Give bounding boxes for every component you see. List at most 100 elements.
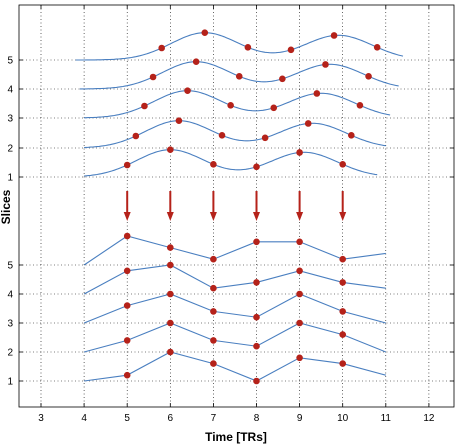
sampled-point [296, 290, 303, 298]
x-tick-label: 11 [381, 413, 392, 424]
signal-sample-point [313, 90, 321, 97]
sampled-line [83, 235, 386, 266]
sampled-point [210, 284, 217, 292]
sampled-point [253, 377, 260, 385]
y-ticks: 1 2 3 4 5 1 2 3 4 5 [7, 56, 454, 388]
sampled-point [123, 302, 131, 309]
markers [123, 29, 381, 385]
arrow-head [166, 212, 174, 221]
x-tick-label: 7 [211, 413, 217, 424]
signal-sample-point [192, 58, 200, 65]
sampled-point [167, 290, 174, 298]
x-ticks: 3 4 5 6 7 8 9 10 11 12 [38, 5, 435, 424]
signal-line [75, 32, 404, 61]
x-tick-label: 9 [297, 413, 303, 424]
sampled-line [83, 264, 386, 295]
signal-sample-point [244, 44, 252, 51]
sampled-point [296, 354, 303, 362]
signal-sample-point [287, 46, 295, 54]
sampled-point [123, 232, 131, 240]
arrow-head [209, 212, 217, 221]
sampled-point [167, 319, 174, 327]
plot-area [18, 4, 455, 408]
sampled-point [339, 279, 347, 286]
arrows [123, 191, 347, 221]
sampled-point [339, 255, 347, 263]
sampled-point [253, 313, 260, 321]
arrow-head [339, 212, 347, 221]
signal-sample-point [365, 73, 372, 80]
signal-sample-point [373, 44, 381, 51]
sampled-point [123, 371, 131, 379]
sampled-point [296, 238, 303, 246]
y-tick-label: 3 [7, 319, 13, 330]
x-tick-label: 10 [337, 413, 349, 424]
signal-sample-point [227, 102, 234, 109]
arrow-head [253, 212, 260, 221]
x-tick-label: 4 [81, 413, 87, 424]
sampled-point [167, 261, 174, 269]
y-tick-label: 4 [7, 290, 13, 301]
sampled-point [253, 238, 260, 246]
y-tick-label: 2 [7, 144, 13, 155]
sampled-line [83, 293, 386, 324]
arrow-head [296, 212, 304, 221]
sampled-point [296, 267, 303, 275]
signal-sample-point [270, 104, 278, 112]
sampled-point [253, 279, 260, 286]
x-tick-label: 6 [168, 413, 174, 424]
signal-sample-point [322, 61, 329, 68]
sampled-point [339, 331, 347, 338]
sampled-point [167, 348, 174, 356]
sampled-line [84, 351, 386, 382]
sampled-point [253, 342, 260, 350]
signal-sample-point [356, 102, 364, 109]
signal-sample-point [184, 87, 191, 94]
signal-sample-point [261, 134, 269, 142]
x-tick-label: 8 [254, 413, 260, 424]
signal-sample-point [279, 75, 286, 83]
x-tick-label: 12 [423, 413, 435, 424]
signal-sample-point [167, 146, 174, 153]
y-tick-label: 1 [7, 377, 13, 388]
signal-sample-point [218, 132, 226, 139]
y-axis-title: Slices [0, 189, 13, 224]
signal-sample-point [339, 161, 347, 168]
y-tick-label: 5 [7, 261, 13, 272]
signal-sample-point [123, 161, 131, 169]
signal-sample-point [253, 163, 260, 171]
x-axis-title: Time [TRs] [205, 430, 267, 444]
signal-sample-point [141, 102, 148, 110]
y-tick-label: 2 [7, 348, 13, 359]
y-tick-label: 1 [7, 173, 13, 184]
sampled-point [339, 308, 347, 315]
signal-sample-point [210, 161, 217, 168]
signal-sample-point [304, 120, 312, 127]
sampled-point [210, 308, 217, 315]
sampled-point [296, 319, 303, 327]
signal-sample-point [175, 117, 183, 124]
y-tick-label: 3 [7, 114, 13, 125]
sampled-point [339, 360, 347, 367]
sampled-line [83, 322, 387, 353]
x-tick-label: 3 [38, 413, 44, 424]
sampled-point [210, 360, 217, 367]
y-tick-label: 5 [7, 56, 13, 67]
signal-sample-point [296, 149, 303, 156]
sampled-point [123, 337, 131, 344]
signal-sample-point [149, 73, 157, 81]
sampled-point [123, 267, 131, 275]
sampled-point [167, 244, 174, 251]
signal-line [84, 149, 378, 177]
signal-sample-point [132, 132, 140, 140]
sampled-point [210, 255, 217, 263]
signal-line [84, 90, 391, 119]
signal-sample-point [158, 44, 165, 52]
y-tick-label: 4 [7, 85, 13, 96]
signal-sample-point [235, 73, 243, 80]
sampled-point [210, 337, 217, 344]
arrow-head [123, 212, 131, 221]
signal-sample-point [201, 29, 209, 36]
signal-sample-point [348, 132, 355, 139]
